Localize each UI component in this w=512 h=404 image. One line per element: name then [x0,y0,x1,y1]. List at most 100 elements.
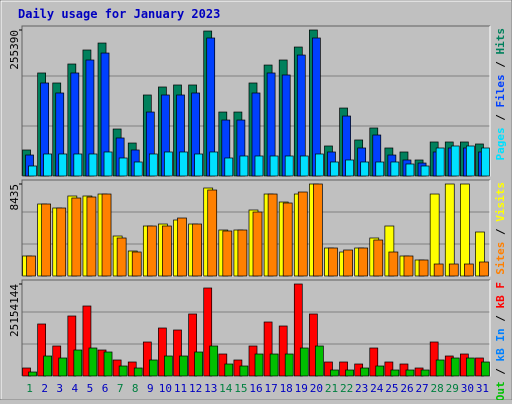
bar [299,347,309,377]
bar [384,361,394,377]
legend: Sites / Visits [494,182,507,275]
bar [450,357,460,377]
plot-border [21,25,490,176]
bar [56,207,67,277]
bar [420,165,430,177]
bar [313,183,323,277]
x-tick-label: 16 [249,382,262,395]
bar [263,321,273,377]
bar [330,161,339,177]
legend-entry: kB F [494,282,507,309]
x-tick-label: 22 [340,382,353,395]
x-tick-label: 4 [72,382,79,395]
bar [118,365,128,377]
bar [433,263,444,277]
bar [330,369,339,377]
legend-separator: / [494,362,507,382]
x-tick-label: 23 [355,382,368,395]
bar [86,196,97,277]
bar [269,155,279,177]
bar [179,151,188,177]
bar [101,193,112,277]
bar [224,363,234,377]
bar [373,239,384,277]
bar [37,323,46,377]
y-tick-label: 255390 [8,30,21,70]
x-tick-label: 31 [476,382,489,395]
bar [466,145,475,177]
bar [103,151,113,177]
bar [28,371,37,377]
bar [164,355,173,377]
legend-entry: Sites [494,242,507,275]
bar [418,259,429,277]
bar [284,353,294,377]
x-tick-label: 30 [461,382,474,395]
chart-title: Daily usage for January 2023 [18,7,220,21]
legend-entry: Visits [494,182,507,222]
bar [67,315,77,377]
bar [299,155,309,177]
bar [116,237,127,277]
y-tick-label: 8435 [8,184,21,211]
bar [209,151,219,177]
bar [479,261,489,277]
x-tick-label: 25 [385,382,398,395]
bar [278,325,288,377]
bar [194,351,203,377]
bar [464,263,474,277]
bar [390,369,400,377]
bar [435,359,445,377]
bar [133,161,143,177]
bar [444,183,455,277]
plot-border [21,179,490,276]
legend: kB Out / kB In / kB F [494,282,507,400]
bar [309,313,318,377]
legend-entry: Hits [494,28,507,55]
bar [328,247,338,277]
bar [252,211,263,277]
bar [315,345,324,377]
bar [345,369,354,377]
bar [28,165,37,177]
legend-separator: / [494,309,507,329]
bar [164,151,173,177]
x-tick-label: 28 [431,382,444,395]
bar [142,341,152,377]
legend: Pages / Files / Hits [494,28,507,161]
x-tick-label: 3 [56,382,63,395]
x-tick-label: 11 [174,382,187,395]
bar [203,287,213,377]
legend-separator: / [494,222,507,242]
x-tick-label: 20 [310,382,323,395]
x-tick-label: 10 [159,382,172,395]
bar [293,283,303,377]
x-tick-label: 9 [147,382,154,395]
bar [158,327,167,377]
bar [466,357,475,377]
bar [43,355,52,377]
x-tick-label: 18 [280,382,293,395]
legend-separator: / [494,55,507,75]
bar [343,249,353,277]
bar [369,347,379,377]
bar [450,145,460,177]
bar [481,361,490,377]
x-tick-label: 2 [41,382,48,395]
bar [177,217,187,277]
bar [284,155,294,177]
bar [239,155,249,177]
bar [360,367,370,377]
bar [403,255,414,277]
bar [237,229,248,277]
x-tick-label: 5 [87,382,94,395]
bar [297,191,308,277]
bar [192,223,202,277]
bar [254,353,264,377]
legend-entry: kB Out [494,381,507,400]
x-tick-label: 27 [415,382,428,395]
bar [324,361,333,377]
bar [360,161,370,177]
